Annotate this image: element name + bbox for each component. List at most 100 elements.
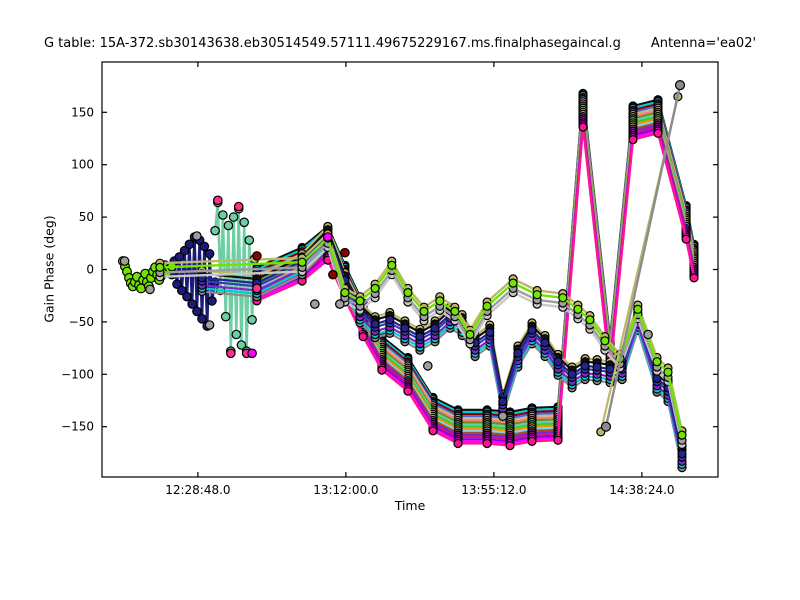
data-point [197, 313, 207, 324]
data-point [228, 212, 239, 222]
x-tick-label: 14:38:24.0 [609, 483, 674, 497]
data-point [527, 325, 537, 335]
data-point [430, 323, 440, 333]
data-point [663, 367, 673, 377]
figure-title-table: G table: 15A-372.sb30143638.eb30514549.5… [43, 36, 621, 51]
data-point [239, 217, 249, 228]
data-point [182, 291, 192, 302]
data-point [482, 301, 492, 311]
data-point [485, 327, 495, 337]
data-point [498, 396, 508, 407]
data-point [174, 252, 185, 262]
data-point [233, 201, 244, 212]
data-point [677, 449, 687, 459]
y-tick-label: −150 [61, 420, 94, 434]
data-point [155, 262, 165, 272]
data-point [628, 135, 638, 145]
data-point [580, 361, 590, 371]
data-point [192, 306, 202, 317]
data-point [247, 314, 257, 325]
data-point [653, 128, 663, 138]
data-point [453, 438, 463, 449]
data-point [403, 386, 413, 396]
data-point [119, 256, 130, 266]
data-point [328, 269, 338, 280]
data-point [145, 284, 155, 295]
data-point [633, 304, 643, 314]
data-point [403, 288, 413, 298]
data-point [532, 290, 542, 300]
data-point [247, 348, 257, 359]
data-point [428, 426, 438, 436]
data-point [573, 304, 583, 314]
data-point [177, 285, 187, 296]
data-point [370, 319, 380, 329]
data-point [210, 225, 220, 236]
data-point [192, 231, 202, 241]
data-point [340, 288, 350, 298]
data-point [236, 340, 247, 350]
data-point [689, 273, 699, 283]
data-point [220, 311, 231, 322]
data-point [252, 283, 262, 294]
data-point [179, 245, 190, 256]
scatter-magenta-accent-points [247, 232, 333, 359]
data-point [508, 278, 518, 288]
data-point [297, 257, 307, 267]
data-point [585, 315, 595, 325]
data-point [465, 329, 475, 340]
data-point [605, 364, 615, 374]
data-point [643, 329, 653, 340]
data-point [309, 299, 320, 309]
y-tick-label: 0 [86, 263, 94, 277]
data-point [505, 441, 515, 451]
data-point [355, 296, 365, 306]
data-point [226, 348, 236, 359]
figure-title-antenna: Antenna='ea02' [650, 36, 757, 51]
data-point [252, 251, 262, 261]
data-point [553, 357, 563, 367]
data-point [419, 306, 429, 316]
y-axis-label: Gain Phase (deg) [41, 215, 57, 323]
data-point [218, 210, 228, 220]
data-point [223, 220, 234, 231]
data-point [681, 234, 691, 244]
figure-title: G table: 15A-372.sb30143638.eb30514549.5… [0, 36, 800, 51]
x-tick-label: 12:28:48.0 [165, 483, 230, 497]
data-point [553, 435, 563, 445]
data-point [172, 279, 182, 289]
x-tick-label: 13:12:00.0 [313, 483, 378, 497]
data-point [567, 369, 577, 379]
data-point [244, 235, 255, 245]
y-tick-label: −100 [61, 367, 94, 381]
data-point [184, 239, 195, 250]
data-point [592, 362, 602, 372]
data-point [450, 306, 460, 316]
data-point [415, 332, 425, 342]
x-tick-label: 13:55:12.0 [461, 483, 526, 497]
data-point [322, 232, 333, 242]
data-point [370, 283, 380, 293]
data-point [540, 338, 550, 348]
axes-frame: 12:28:48.0 13:12:00.0 13:55:12.0 14:38:24.0… [61, 61, 719, 497]
data-point [674, 79, 686, 91]
data-point [435, 296, 445, 306]
data-point [422, 361, 433, 371]
data-point [187, 299, 197, 309]
y-tick-label: 100 [71, 158, 94, 172]
data-point [600, 336, 610, 346]
data-point [513, 348, 523, 358]
data-point [677, 430, 687, 440]
series-gray-ascender [600, 79, 686, 432]
scatter-pink-accent-points [213, 195, 262, 359]
data-point [204, 320, 215, 330]
data-point [377, 365, 387, 375]
data-point [558, 293, 568, 303]
data-point [213, 195, 223, 206]
data-point [358, 332, 368, 342]
data-point [204, 249, 215, 259]
data-point [207, 296, 217, 306]
data-point [334, 299, 345, 309]
